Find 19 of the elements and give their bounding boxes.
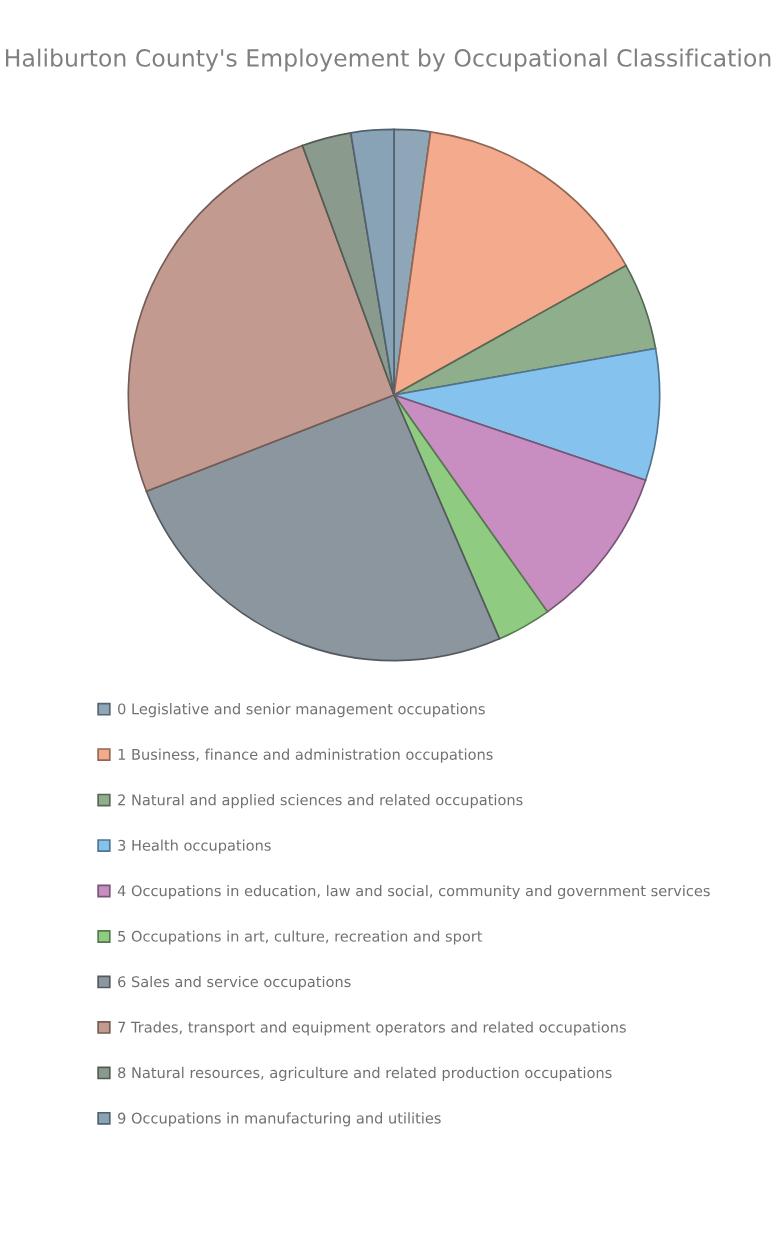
legend-label: 0 Legislative and senior management occupations: [118, 703, 485, 718]
legend-label: 6 Sales and service occupations: [118, 975, 351, 991]
pie-slice: [393, 131, 627, 396]
pie-slice: [301, 132, 395, 396]
legend-label: 5 Occupations in art, culture, recreation and sport: [118, 930, 483, 945]
legend-label: 1 Business, finance and administration occupations: [118, 748, 493, 763]
legend-label: 3 Health occupations: [118, 839, 271, 854]
legend-label: 7 Trades, transport and equipment operators and related occupations: [118, 1021, 626, 1036]
legend-label: 9 Occupations in manufacturing and utilities: [118, 1112, 441, 1127]
pie-slice: [393, 264, 657, 396]
pie-slice: [393, 394, 549, 640]
legend-label: 2 Natural and applied sciences and related occupations: [118, 794, 523, 809]
pie-slice: [393, 347, 661, 482]
chart-title: Haliburton County's Employement by Occupational Classification: [5, 48, 771, 72]
pie-slice: [127, 144, 395, 493]
legend-label: 8 Natural resources, agriculture and related production occupations: [118, 1066, 612, 1081]
pie-slice: [145, 394, 501, 662]
pie-slice: [393, 394, 647, 613]
legend-label: 4 Occupations in education, law and social, community and government services: [117, 885, 710, 900]
